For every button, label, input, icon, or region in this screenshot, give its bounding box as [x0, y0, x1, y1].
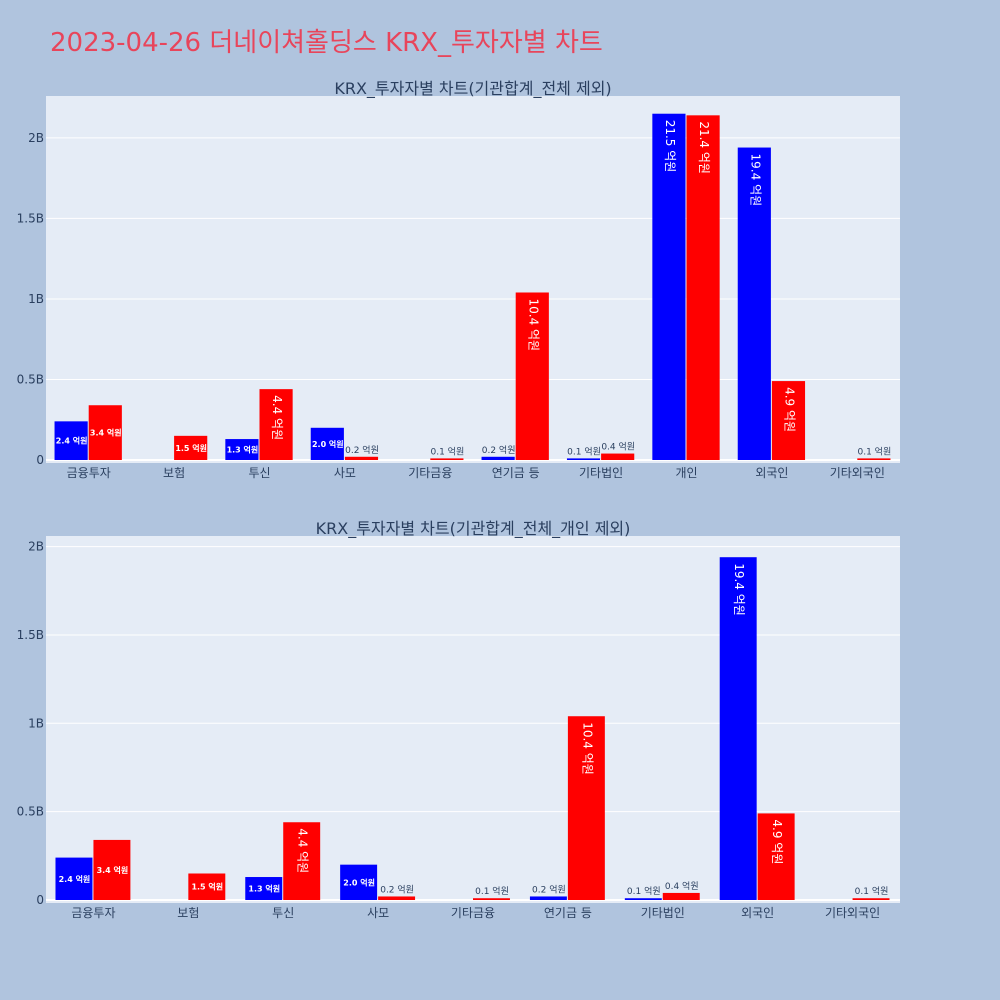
bar-2-0-2	[245, 877, 283, 900]
data-label-2-1-3: 0.2 억원	[380, 883, 414, 895]
data-label-1-0-8: 19.4 억원	[748, 154, 762, 207]
data-label-1-1-1: 1.5 억원	[175, 443, 207, 453]
bar-1-1-2	[259, 389, 293, 460]
page-title: 2023-04-26 더네이쳐홀딩스 KRX_투자자별 차트	[50, 28, 603, 58]
bar-2-1-3	[378, 896, 416, 900]
x-tick-label-1-0: 금융투자	[67, 466, 111, 480]
bar-1-1-3	[344, 456, 379, 460]
bar-2-1-7	[757, 813, 795, 900]
x-tick-label-1-7: 개인	[675, 466, 697, 480]
data-label-2-0-0: 2.4 억원	[59, 874, 91, 884]
y-tick-label-2-3: 1.5B	[17, 628, 44, 642]
data-label-1-1-9: 0.1 억원	[858, 445, 892, 457]
x-tick-label-1-5: 연기금 등	[492, 466, 540, 480]
data-label-1-0-6: 0.1 억원	[567, 445, 601, 457]
bar-2-1-0	[93, 839, 131, 900]
bar-1-0-2	[225, 439, 259, 460]
data-label-2-1-4: 0.1 억원	[475, 885, 509, 897]
bar-1-0-6	[566, 458, 601, 460]
bar-2-1-8	[852, 898, 890, 900]
data-label-1-0-3: 2.0 억원	[312, 439, 344, 449]
bar-2-1-6	[662, 892, 700, 900]
data-label-2-1-6: 0.4 억원	[665, 880, 699, 892]
x-tick-label-1-2: 투신	[248, 466, 270, 480]
y-tick-label-2-2: 1B	[28, 716, 44, 730]
x-tick-label-2-2: 투신	[272, 906, 294, 920]
x-tick-label-2-0: 금융투자	[71, 906, 115, 920]
bar-2-0-7	[719, 557, 757, 900]
bar-2-0-6	[624, 898, 662, 900]
y-tick-label-2-4: 2B	[28, 540, 44, 554]
bar-2-0-5	[529, 896, 567, 900]
y-tick-label-1-4: 2B	[28, 131, 44, 145]
x-tick-label-1-4: 기타금융	[408, 466, 452, 480]
x-tick-label-2-1: 보험	[177, 906, 199, 920]
bar-2-1-5	[567, 716, 605, 900]
x-tick-label-2-8: 기타외국인	[825, 906, 880, 920]
data-label-2-0-7: 19.4 억원	[732, 563, 746, 616]
bar-1-1-1	[174, 435, 208, 460]
chart-2: KRX_투자자별 차트(기관합계_전체_개인 제외) 0 0.5B 1B 1.5B 2B 금…	[17, 519, 900, 920]
x-tick-label-1-3: 사모	[334, 466, 356, 480]
data-label-2-1-7: 4.9 억원	[770, 819, 784, 864]
bar-2-0-0	[55, 857, 93, 900]
x-tick-label-2-7: 외국인	[741, 906, 774, 920]
x-tick-label-1-9: 기타외국인	[830, 466, 885, 480]
x-tick-label-2-3: 사모	[367, 906, 389, 920]
bar-1-0-8	[737, 147, 771, 460]
data-label-2-0-3: 2.0 억원	[343, 877, 375, 887]
chart-title-1: KRX_투자자별 차트(기관합계_전체 제외)	[334, 79, 611, 99]
data-label-1-0-0: 2.4 억원	[56, 436, 88, 446]
data-label-2-1-0: 3.4 억원	[97, 865, 129, 875]
data-label-1-0-5: 0.2 억원	[482, 444, 516, 456]
data-label-1-1-7: 21.4 억원	[697, 121, 711, 174]
data-label-1-1-5: 10.4 억원	[526, 298, 540, 351]
chart-title-2: KRX_투자자별 차트(기관합계_전체_개인 제외)	[316, 519, 631, 539]
data-label-2-0-2: 1.3 억원	[248, 884, 280, 894]
x-tick-label-2-6: 기타법인	[641, 906, 685, 920]
bar-1-1-6	[601, 453, 635, 460]
x-tick-label-2-5: 연기금 등	[544, 906, 592, 920]
bar-2-1-4	[473, 898, 510, 900]
data-label-2-0-5: 0.2 억원	[532, 883, 566, 895]
y-tick-label-1-0: 0	[36, 453, 44, 467]
bar-1-1-8	[771, 381, 806, 460]
bar-1-1-9	[857, 458, 891, 460]
data-label-1-1-4: 0.1 억원	[431, 445, 465, 457]
data-label-1-0-2: 1.3 억원	[227, 445, 259, 455]
data-label-2-1-2: 4.4 억원	[296, 828, 310, 873]
x-tick-label-2-4: 기타금융	[451, 906, 495, 920]
bar-2-1-1	[188, 873, 226, 900]
data-label-2-1-8: 0.1 억원	[855, 885, 889, 897]
data-label-1-1-8: 4.9 억원	[782, 387, 796, 432]
y-tick-label-1-2: 1B	[28, 292, 44, 306]
data-label-1-0-7: 21.5 억원	[663, 120, 677, 173]
x-tick-label-1-6: 기타법인	[579, 466, 623, 480]
y-tick-label-2-1: 0.5B	[17, 805, 44, 819]
x-tick-label-1-8: 외국인	[755, 466, 788, 480]
y-tick-label-2-0: 0	[36, 893, 44, 907]
data-label-2-0-6: 0.1 억원	[627, 885, 661, 897]
data-label-2-1-1: 1.5 억원	[191, 882, 223, 892]
x-tick-label-1-1: 보험	[163, 466, 185, 480]
chart-1: KRX_투자자별 차트(기관합계_전체 제외) 0 0.5B 1B 1.5B 2B 금융투자…	[17, 79, 900, 480]
data-label-1-1-2: 4.4 억원	[270, 395, 284, 440]
data-label-2-1-5: 10.4 억원	[580, 722, 594, 775]
bar-1-0-0	[54, 421, 88, 460]
data-label-1-1-0: 3.4 억원	[90, 428, 122, 438]
data-label-1-1-3: 0.2 억원	[345, 444, 379, 456]
bar-1-0-5	[481, 456, 515, 460]
y-tick-label-1-3: 1.5B	[17, 211, 44, 225]
bar-2-1-2	[283, 822, 321, 900]
bar-1-1-4	[430, 458, 464, 460]
y-tick-label-1-1: 0.5B	[17, 372, 44, 386]
bar-1-1-7	[686, 115, 720, 461]
bar-1-0-7	[652, 113, 686, 461]
bar-1-1-0	[88, 405, 122, 460]
bar-1-0-3	[310, 427, 344, 460]
bar-1-1-5	[515, 292, 549, 460]
data-label-1-1-6: 0.4 억원	[601, 441, 635, 453]
bar-2-0-3	[340, 864, 378, 900]
